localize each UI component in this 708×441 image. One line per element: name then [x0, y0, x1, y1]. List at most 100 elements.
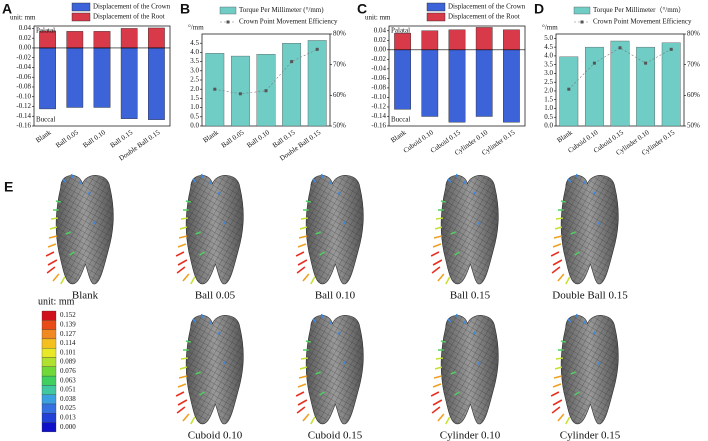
colorbar-cell [41, 320, 57, 330]
tooth-model [550, 173, 620, 285]
efficiency-point [567, 87, 571, 91]
x-tick-label: Ball 0.10 [245, 128, 271, 150]
y-tick-label: 4.0 [544, 52, 553, 60]
y2-tick-label: 70% [687, 60, 700, 68]
y-tick-label: -0.08 [16, 83, 31, 91]
legend-swatch [573, 6, 591, 15]
y2-tick-label: 60% [333, 91, 346, 99]
tooth-model [550, 313, 620, 425]
bar [93, 47, 111, 108]
bar [230, 55, 250, 127]
colorbar-cell [41, 366, 57, 377]
panel-letter: D [534, 1, 544, 17]
bar [66, 31, 84, 49]
colorbar-label: 0.063 [60, 376, 76, 384]
y-tick-label: 2.5 [544, 78, 553, 86]
bar [394, 49, 411, 110]
legend-label: Crown Point Movement Efficiency [593, 18, 692, 26]
tooth-model [175, 313, 245, 425]
bar [503, 29, 520, 51]
bar [148, 27, 165, 49]
efficiency-point [315, 47, 319, 51]
y2-tick-label: 50% [687, 122, 700, 130]
colorbar-label: 0.114 [60, 339, 76, 347]
bar [120, 28, 138, 49]
efficiency-line [568, 47, 672, 90]
x-tick-label: Ball 0.10 [81, 128, 107, 150]
model-label: Double Ball 0.15 [552, 290, 628, 302]
plot-frame [33, 25, 171, 127]
tooth-model [295, 173, 365, 285]
y-tick-label: 2.0 [544, 87, 553, 95]
bar [66, 47, 84, 108]
efficiency-point [644, 61, 648, 65]
colorbar-cell [41, 329, 57, 340]
bar [394, 32, 411, 51]
panel-letter: C [357, 1, 367, 17]
model-label: Ball 0.10 [315, 290, 356, 302]
legend-label: Torque Per Millimeter（°/mm） [593, 6, 685, 14]
bar [282, 43, 302, 127]
legend-point [226, 20, 230, 24]
model-label: Ball 0.05 [195, 290, 236, 302]
y-tick-label: 3.0 [190, 66, 199, 74]
y-tick-label: 0.5 [544, 113, 553, 121]
y-tick-label: -0.12 [371, 103, 386, 111]
legend-swatch [426, 2, 446, 12]
y2-tick-label: 80% [687, 30, 700, 38]
tooth-model [45, 173, 115, 285]
legend-swatch [426, 12, 446, 22]
colorbar-label: 0.127 [60, 330, 76, 338]
y-tick-label: 3.0 [544, 69, 553, 77]
bar [475, 49, 493, 117]
buccal-label: Buccal [391, 116, 410, 124]
bar [448, 49, 466, 123]
colorbar-label: 0.152 [60, 311, 76, 319]
tooth-model [175, 173, 245, 285]
bar [148, 47, 165, 120]
y-tick-label: 3.5 [544, 60, 553, 68]
colorbar-label: 0.000 [60, 423, 76, 431]
y-tick-label: -0.02 [371, 55, 386, 63]
bar [475, 27, 493, 51]
palatal-label: Palatal [391, 27, 410, 35]
y-tick-label: 1.5 [190, 94, 199, 102]
y-tick-label: -0.16 [16, 122, 31, 130]
panel-letter: B [180, 1, 190, 17]
colorbar-label: 0.089 [60, 358, 76, 366]
colorbar-label: 0.139 [60, 321, 76, 329]
x-tick-label: Blank [556, 128, 575, 144]
y-tick-label: 4.5 [190, 39, 199, 47]
y-tick-label: -0.10 [16, 92, 31, 100]
bar [421, 30, 439, 51]
x-tick-label: Blank [202, 128, 221, 144]
y-tick-label: -0.06 [16, 73, 31, 81]
bar [584, 46, 604, 127]
legend-point [580, 20, 584, 24]
colorbar-cell [41, 310, 57, 321]
colorbar-unit: unit: mm [38, 296, 75, 307]
y-tick-label: 0.00 [374, 45, 387, 53]
unit-label: unit: mm [365, 14, 391, 22]
y2-tick-label: 50% [333, 122, 346, 130]
panel-letter: A [2, 1, 12, 17]
bar [503, 49, 520, 123]
y-tick-label: 0.5 [190, 112, 199, 120]
y-tick-label: 0.02 [19, 34, 32, 42]
y-tick-label: 2.5 [190, 76, 199, 84]
y-tick-label: 3.5 [190, 57, 199, 65]
tooth-model [295, 313, 365, 425]
colorbar-label: 0.101 [60, 348, 76, 356]
efficiency-point [618, 46, 622, 50]
bar [610, 40, 630, 127]
model-label: Blank [72, 290, 99, 302]
y-tick-label: -0.10 [371, 93, 386, 101]
y2-tick-label: 70% [333, 60, 346, 68]
legend-label: Displacement of the Root [93, 13, 165, 21]
y-tick-label: 0.0 [190, 122, 199, 130]
model-label: Cylinder 0.15 [560, 430, 621, 441]
bar [421, 49, 439, 117]
palatal-label: Palatal [36, 27, 55, 35]
unit-label: unit: mm [10, 14, 36, 22]
bar [93, 31, 111, 49]
